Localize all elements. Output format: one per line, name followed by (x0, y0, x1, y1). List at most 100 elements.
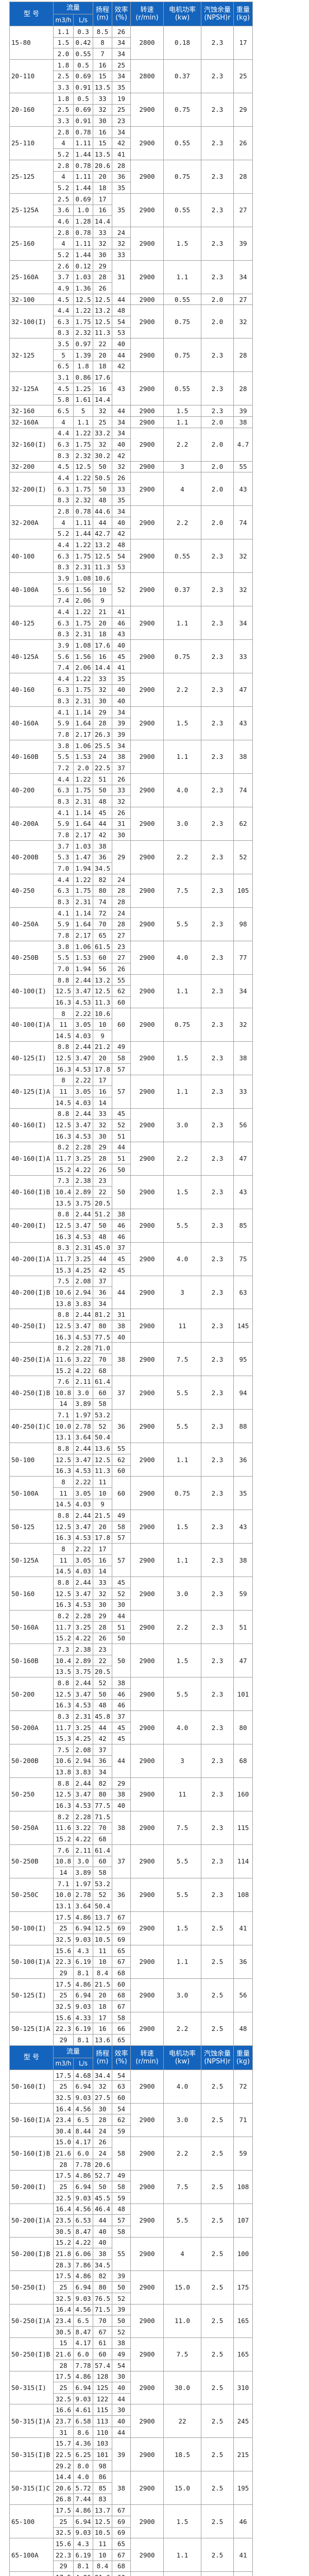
npsh-cell: 2.3 (201, 1443, 234, 1477)
head-cell: 20 (93, 349, 113, 361)
power-cell: 0.55 (163, 193, 202, 227)
efficiency-cell: 40 (112, 1800, 131, 1811)
npsh-cell: 2.0 (201, 304, 234, 339)
flow-ls-cell: 2.44 (73, 1510, 94, 1521)
speed-cell: 2900 (130, 193, 164, 227)
efficiency-cell: 28 (112, 159, 131, 172)
power-cell: 7.5 (163, 1342, 202, 1377)
data-row: 29 8.1 8.4 68 (10, 2560, 253, 2572)
efficiency-cell: 30 (112, 1599, 131, 1611)
data-row: 40-100A 3.9 1.08 10.6 52 2900 0.37 2.3 32 (9, 572, 253, 607)
data-row: 5.8 1.61 14.4 (10, 394, 253, 406)
weight-cell: 165 (233, 2337, 253, 2371)
npsh-cell: 2.0 (201, 427, 234, 462)
efficiency-cell: 52 (112, 1587, 131, 1600)
flow-ls-cell: 3.47 (73, 985, 94, 997)
model-cell: 40-125 (9, 606, 54, 640)
efficiency-cell: 69 (112, 2527, 131, 2539)
npsh-cell: 2.3 (201, 405, 234, 417)
flow-m3h-cell: 11.7 (53, 1153, 74, 1164)
power-cell: 0.18 (163, 26, 202, 60)
head-cell: 51.2 (93, 1208, 113, 1221)
npsh-cell: 2.3 (201, 1643, 234, 1678)
data-row: 11 3.05 16 (10, 1086, 253, 1097)
flow-m3h-cell: 8.8 (53, 1108, 74, 1120)
npsh-cell: 2.5 (201, 2538, 234, 2572)
data-row: 22.3 6.19 10 67 (10, 2549, 253, 2561)
speed-cell: 2900 (130, 1744, 164, 1778)
data-row: 40-250B 3.8 1.06 61.5 23 2900 4.0 2.3 77 (9, 940, 253, 975)
weight-cell: 74 (233, 773, 253, 807)
col-header-weight: 重量 (kg) (233, 2, 253, 26)
head-cell: 12.5 (93, 985, 113, 997)
efficiency-cell: 34 (112, 416, 131, 428)
flow-m3h-cell: 8.3 (53, 695, 74, 707)
weight-cell: 28 (233, 159, 253, 194)
npsh-cell: 2.3 (201, 606, 234, 640)
flow-m3h-cell: 6.3 (53, 784, 74, 796)
head-cell: 11.3 (93, 327, 113, 339)
flow-m3h-cell: 8 (53, 1543, 74, 1555)
weight-cell: 32 (233, 572, 253, 607)
flow-ls-cell: 2.89 (73, 1186, 94, 1198)
power-cell: 1.5 (163, 2504, 202, 2539)
data-row: 40-125(I) 8.8 2.44 21.2 49 2900 1.5 2.3 38 (9, 1041, 253, 1075)
flow-m3h-cell: 6.5 (53, 405, 74, 417)
data-row: 22.5 6.25 101 (10, 2449, 253, 2461)
speed-cell: 2900 (130, 2203, 164, 2238)
weight-cell: 46 (233, 2504, 253, 2539)
speed-cell: 2900 (130, 2538, 164, 2572)
head-cell: 14.4 (93, 662, 113, 674)
flow-ls-cell: 4.03 (73, 1565, 94, 1578)
data-row: 50-250(I) 17.5 4.86 82 39 2900 15.0 2.5 175 (9, 2270, 253, 2304)
speed-cell: 2800 (130, 26, 164, 60)
efficiency-cell: 39 (112, 728, 131, 740)
flow-m3h-cell: 5.8 (53, 394, 74, 406)
flow-m3h-cell: 1.8 (53, 59, 74, 71)
data-row: 5.6 1.56 10 (10, 583, 253, 596)
flow-m3h-cell: 12.5 (53, 1320, 74, 1332)
efficiency-cell: 40 (112, 1331, 131, 1343)
data-row: 14.5 4.03 9 (10, 1030, 253, 1042)
data-row: 50-315(I)B 15.7 4.36 103 39 2900 18.5 2.5 215 (9, 2437, 253, 2472)
flow-ls-cell: 1.97 (73, 1409, 94, 1421)
efficiency-cell: 23 (112, 115, 131, 127)
flow-ls-cell: 1.97 (73, 1877, 94, 1890)
head-cell: 71.5 (93, 1811, 113, 1823)
weight-cell: 33 (233, 1074, 253, 1109)
flow-m3h-cell: 13.1 (53, 1431, 74, 1444)
flow-m3h-cell: 14.5 (53, 1498, 74, 1511)
flow-ls-cell: 1.94 (73, 862, 94, 874)
model-cell: 40-250 (9, 873, 54, 908)
power-cell: 1.1 (163, 1543, 202, 1578)
flow-ls-cell: 2.44 (73, 1041, 94, 1053)
efficiency-cell: 51 (112, 1621, 131, 1633)
flow-ls-cell: 4.53 (73, 1599, 94, 1611)
efficiency-cell: 58 (112, 2011, 131, 2024)
head-cell: 44.6 (93, 505, 113, 517)
flow-ls-cell: 1.0 (73, 204, 94, 216)
flow-ls-cell: 1.22 (73, 427, 94, 439)
flow-m3h-cell: 8.8 (53, 1443, 74, 1454)
speed-cell: 2900 (130, 2170, 164, 2204)
flow-ls-cell: 1.56 (73, 650, 94, 663)
data-row: 15.2 4.22 68 (10, 1833, 253, 1845)
head-cell: 32 (93, 405, 113, 417)
npsh-cell: 2.3 (201, 371, 234, 406)
head-cell: 53.2 (93, 1877, 113, 1890)
data-row: 8.3 2.31 48 32 (10, 795, 253, 807)
flow-m3h-cell: 29 (53, 1967, 74, 1979)
flow-ls-cell: 2.11 (73, 1376, 94, 1388)
flow-m3h-cell: 10.6 (53, 1286, 74, 1298)
head-cell: 17.8 (93, 1063, 113, 1075)
weight-cell: 310 (233, 2370, 253, 2405)
flow-ls-cell: 4.22 (73, 2236, 94, 2249)
model-cell: 32-125A (9, 371, 54, 406)
data-row: 14.5 4.03 14 (10, 1565, 253, 1578)
flow-ls-cell: 3.22 (73, 1353, 94, 1365)
head-cell: 12.5 (93, 550, 113, 562)
efficiency-cell: 44 (112, 2393, 131, 2405)
data-row: 40-250(I) 8.8 2.44 81.2 31 2900 11 2.3 145 (9, 1309, 253, 1343)
data-row: 5.9 1.64 28 39 (10, 717, 253, 730)
efficiency-cell: 51 (112, 1153, 131, 1164)
